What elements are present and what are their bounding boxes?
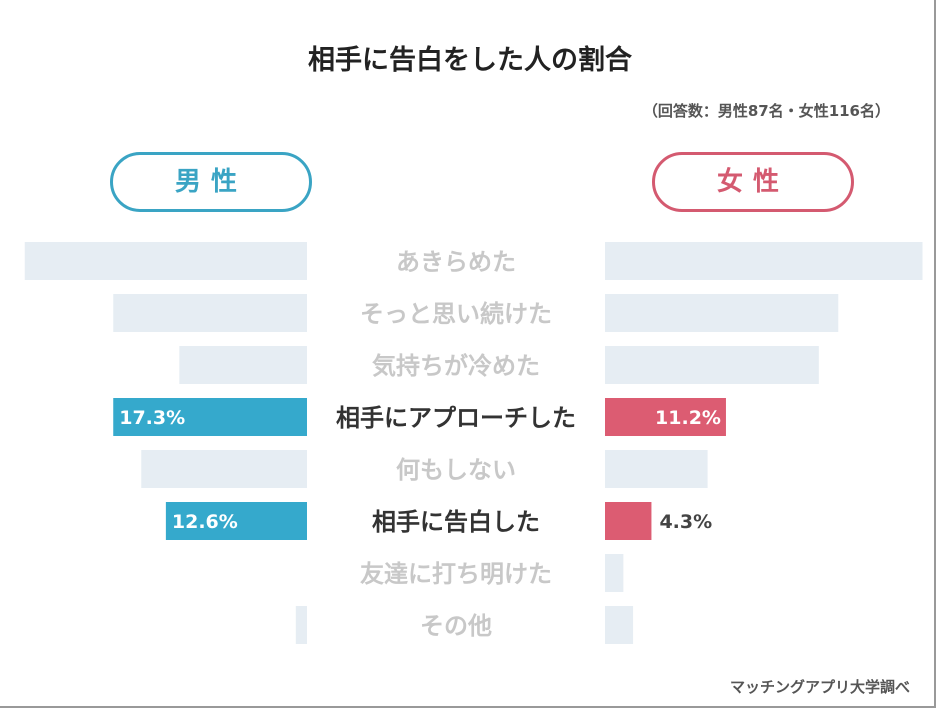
bar-male: [141, 450, 307, 488]
category-label: 相手にアプローチした: [336, 404, 576, 432]
category-label: 気持ちが冷めた: [372, 352, 540, 380]
bar-female: [605, 502, 652, 540]
data-label-male: 12.6%: [172, 511, 238, 533]
data-label-male: 17.3%: [119, 407, 185, 429]
category-label: 何もしない: [396, 456, 516, 484]
legend-female: 女性: [652, 152, 854, 212]
data-label-female: 11.2%: [655, 407, 721, 429]
bar-female: [605, 398, 726, 436]
bar-female: [605, 242, 923, 280]
category-label: あきらめた: [396, 248, 516, 276]
bar-female: [605, 294, 839, 332]
category-label: 相手に告白した: [372, 508, 540, 536]
respondent-note: （回答数：男性87名・女性116名）: [642, 102, 890, 120]
source-credit: マッチングアプリ大学調べ: [729, 678, 910, 696]
bar-male: [113, 294, 308, 332]
category-label: そっと思い続けた: [360, 300, 552, 328]
chart-title: 相手に告白をした人の割合: [308, 45, 632, 76]
bar-male: [165, 502, 307, 540]
bar-male: [113, 398, 308, 436]
bar-female: [605, 606, 634, 644]
bar-male: [295, 606, 307, 644]
data-label-female: 4.3%: [659, 511, 712, 533]
bar-female: [605, 450, 708, 488]
legend-male: 男性: [110, 152, 312, 212]
category-label: 友達に打ち明けた: [360, 560, 552, 588]
bar-male: [179, 346, 307, 384]
bar-female: [605, 346, 819, 384]
category-label: その他: [420, 612, 492, 640]
bar-female: [605, 554, 624, 592]
bar-male: [24, 242, 307, 280]
